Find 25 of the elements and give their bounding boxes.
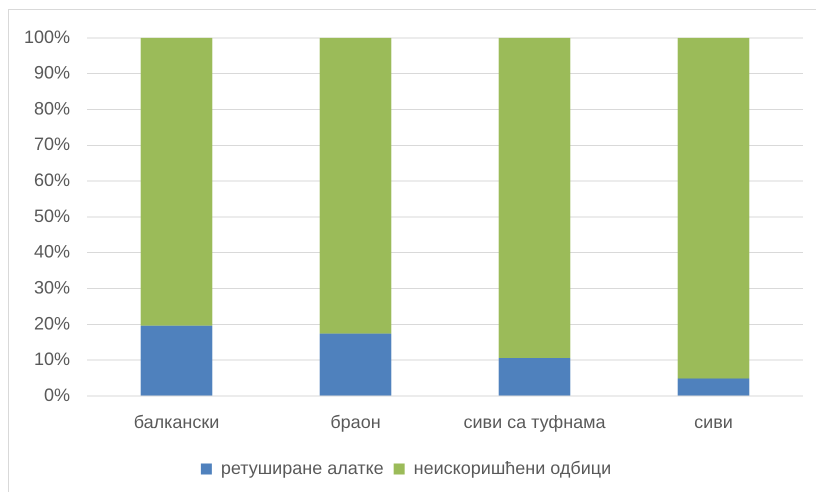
legend-label: неискоришћени одбици bbox=[414, 458, 612, 478]
bar bbox=[498, 38, 570, 358]
bar bbox=[498, 358, 570, 396]
y-tick-label: 80% bbox=[34, 98, 70, 118]
x-tick-label: балкански bbox=[134, 412, 220, 432]
y-tick-label: 50% bbox=[34, 206, 70, 226]
bar bbox=[140, 326, 212, 396]
y-tick-label: 100% bbox=[24, 26, 70, 47]
y-tick-label: 10% bbox=[34, 349, 70, 370]
legend-label: ретуширане алатке bbox=[220, 458, 384, 478]
y-tick-label: 30% bbox=[34, 278, 70, 298]
y-tick-label: 40% bbox=[34, 242, 70, 262]
bar bbox=[140, 38, 212, 326]
y-tick-label: 20% bbox=[34, 313, 70, 334]
bar bbox=[320, 334, 392, 396]
x-tick-label: браон bbox=[330, 412, 381, 432]
y-tick-label: 0% bbox=[44, 384, 70, 405]
y-tick-label: 90% bbox=[34, 62, 70, 83]
bar bbox=[320, 38, 392, 334]
bar bbox=[678, 378, 750, 396]
x-tick-label: сиви bbox=[694, 412, 733, 432]
bar bbox=[678, 38, 750, 378]
x-tick-label: сиви са туфнама bbox=[463, 412, 607, 432]
y-tick-label: 70% bbox=[34, 134, 70, 154]
y-tick-label: 60% bbox=[34, 170, 70, 190]
